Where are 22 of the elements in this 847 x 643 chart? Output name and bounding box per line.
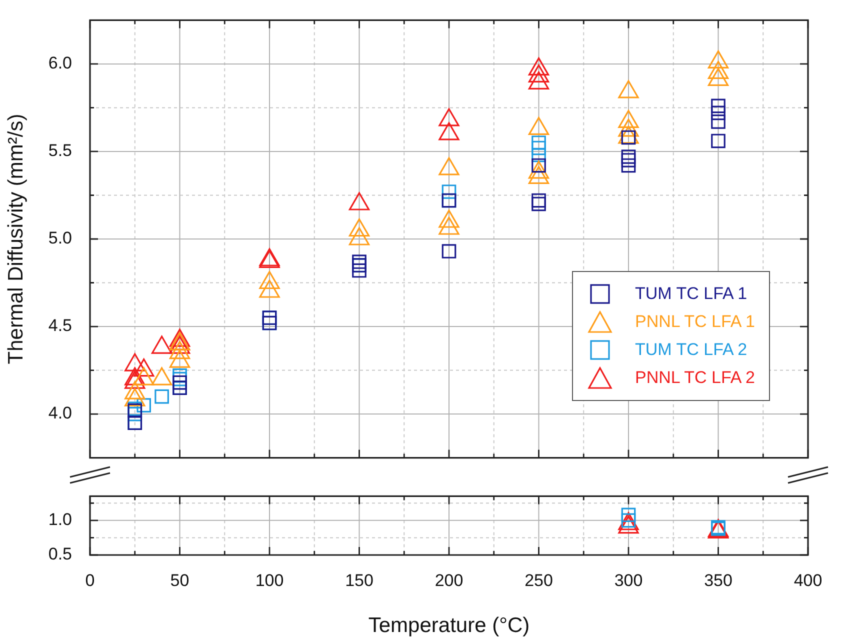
x-tick-label: 350: [704, 570, 732, 590]
y-tick-label: 5.0: [48, 228, 72, 248]
y-tick-label: 6.0: [48, 54, 72, 73]
y-axis-title: Thermal Diffusivity (mm²/s): [4, 114, 28, 364]
legend-label: PNNL TC LFA 2: [635, 368, 755, 388]
x-axis-title: Temperature (°C): [368, 614, 530, 638]
y-tick-label: 0.5: [48, 544, 72, 564]
y-tick-label: 4.5: [48, 316, 72, 336]
x-tick-label: 150: [345, 570, 374, 590]
y-tick-label: 4.0: [48, 404, 72, 423]
x-tick-label: 0: [85, 570, 95, 590]
x-tick-label: 200: [434, 570, 464, 590]
legend-label: PNNL TC LFA 1: [635, 312, 755, 332]
legend-label: TUM TC LFA 1: [635, 284, 748, 304]
x-tick-label: 300: [614, 570, 643, 590]
y-tick-label: 1.0: [48, 510, 72, 530]
y-tick-label: 5.5: [48, 141, 72, 160]
x-tick-label: 50: [170, 570, 190, 590]
x-tick-label: 100: [255, 570, 284, 590]
x-tick-label: 400: [794, 570, 822, 590]
x-tick-label: 250: [524, 570, 553, 590]
legend-label: TUM TC LFA 2: [635, 340, 748, 360]
